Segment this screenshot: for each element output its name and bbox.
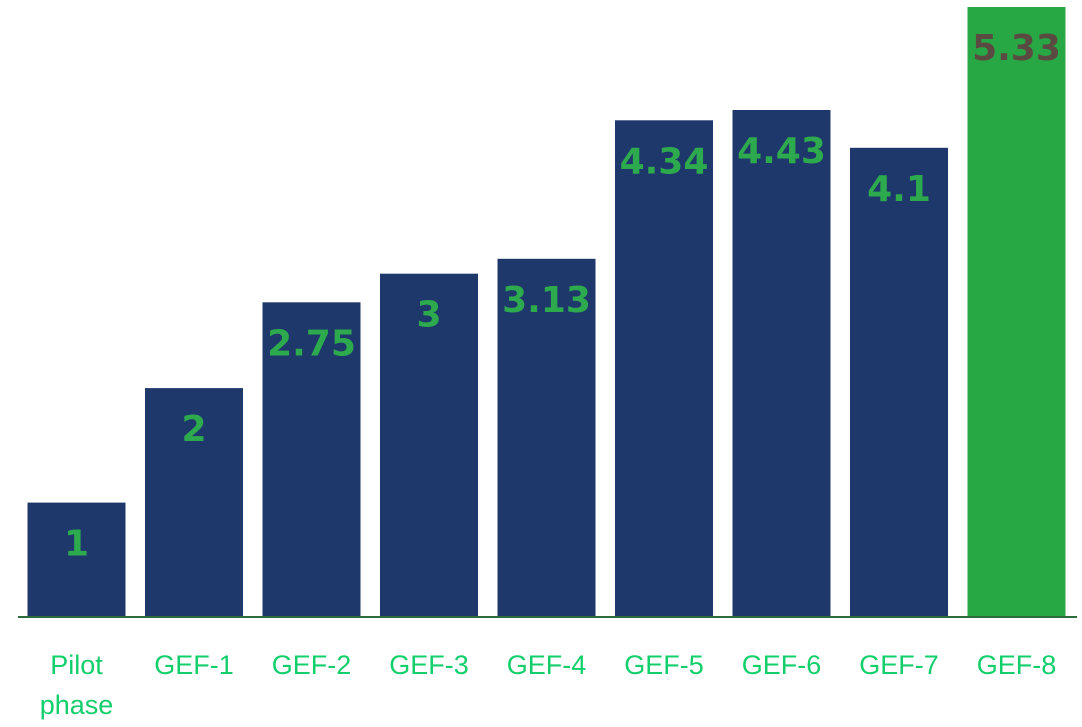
value-label-0: 1 xyxy=(64,524,89,565)
bars-group xyxy=(27,7,1066,618)
value-labels-group: 1 2 2.75 3 3.13 4.34 4.43 4.1 5.33 xyxy=(64,28,1061,565)
x-tick-label-1: GEF-1 xyxy=(154,650,234,680)
value-label-2: 2.75 xyxy=(267,323,356,364)
value-label-4: 3.13 xyxy=(502,280,591,321)
value-label-3: 3 xyxy=(416,295,441,336)
bar-1 xyxy=(145,388,243,617)
x-tick-label-2: GEF-2 xyxy=(272,650,352,680)
bar-5 xyxy=(615,120,713,618)
bar-8 xyxy=(967,7,1066,617)
value-label-7: 4.1 xyxy=(867,169,931,210)
bar-0 xyxy=(27,502,126,617)
x-tick-label-7: GEF-7 xyxy=(859,650,939,680)
value-label-6: 4.43 xyxy=(737,131,826,172)
bar-2 xyxy=(262,302,361,617)
bar-6 xyxy=(732,110,831,617)
x-tick-label-5: GEF-5 xyxy=(624,650,704,680)
x-tick-labels-group: Pilot phase GEF-1 GEF-2 GEF-3 GEF-4 GEF-5 GEF-6… xyxy=(40,650,1057,720)
value-label-8: 5.33 xyxy=(972,28,1061,69)
value-label-1: 2 xyxy=(181,409,206,450)
bar-7 xyxy=(850,147,948,618)
x-tick-label-0: Pilot phase xyxy=(40,650,114,720)
x-tick-label-6: GEF-6 xyxy=(742,650,822,680)
bar-4 xyxy=(497,258,596,617)
x-tick-label-8: GEF-8 xyxy=(977,650,1057,680)
x-tick-label-3: GEF-3 xyxy=(389,650,469,680)
value-label-5: 4.34 xyxy=(620,141,709,182)
bar-3 xyxy=(380,273,478,617)
x-tick-label-4: GEF-4 xyxy=(507,650,587,680)
